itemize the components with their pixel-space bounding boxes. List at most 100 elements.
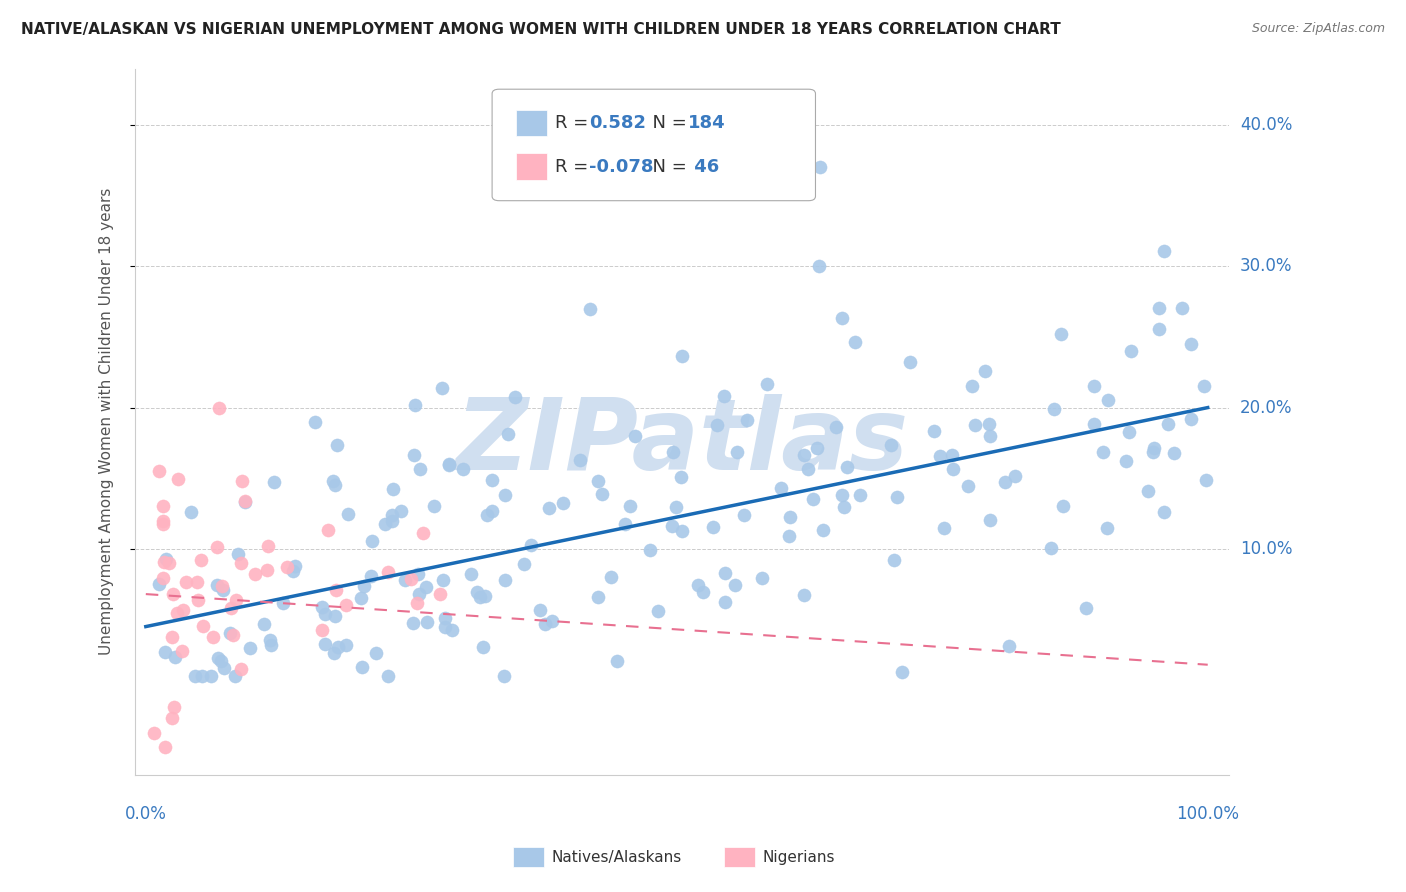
Point (537, 501, 560, 516)
Point (377, 669, 399, 683)
Point (960, 378, 983, 392)
Point (638, 543, 661, 558)
Point (725, 444, 748, 458)
Point (513, 557, 536, 571)
Point (1171, 301, 1194, 315)
Point (807, 260, 830, 274)
Point (1147, 322, 1170, 336)
Point (325, 583, 347, 598)
Point (416, 615, 439, 630)
Point (187, 593, 209, 607)
Point (259, 632, 281, 647)
Point (337, 507, 360, 521)
Point (148, 464, 170, 478)
Point (963, 417, 986, 432)
Point (471, 640, 494, 654)
Point (170, 644, 193, 658)
Point (377, 566, 399, 580)
Point (1192, 379, 1215, 393)
Point (606, 654, 628, 668)
Point (281, 564, 304, 578)
Point (180, 505, 202, 519)
Point (311, 624, 333, 638)
Point (568, 452, 591, 467)
Point (825, 420, 848, 434)
Point (394, 573, 416, 587)
Point (276, 560, 298, 574)
Text: 20.0%: 20.0% (1240, 399, 1292, 417)
Point (1142, 442, 1164, 456)
Point (174, 574, 197, 589)
Point (148, 576, 170, 591)
Point (219, 600, 242, 615)
Point (350, 591, 373, 605)
Point (671, 349, 693, 363)
Point (529, 603, 551, 617)
Point (922, 424, 945, 438)
Point (172, 603, 194, 617)
Point (408, 587, 430, 601)
Text: 30.0%: 30.0% (1240, 257, 1292, 276)
Point (1115, 454, 1137, 468)
Point (979, 429, 1001, 443)
Point (898, 355, 921, 369)
Point (191, 669, 214, 683)
Point (669, 469, 692, 483)
Point (779, 509, 801, 524)
Point (591, 486, 613, 500)
Point (974, 364, 997, 378)
Point (263, 475, 285, 489)
Point (941, 448, 963, 462)
Point (233, 494, 256, 508)
Point (957, 478, 980, 492)
Point (153, 555, 176, 569)
Point (880, 438, 903, 452)
Point (360, 533, 382, 548)
Point (751, 571, 773, 585)
Point (437, 457, 460, 471)
Point (1195, 473, 1218, 487)
Point (578, 301, 600, 316)
Point (494, 573, 516, 587)
Point (153, 739, 176, 754)
Point (409, 462, 432, 476)
Point (613, 516, 636, 531)
Point (1083, 379, 1105, 393)
Text: Source: ZipAtlas.com: Source: ZipAtlas.com (1251, 22, 1385, 36)
Point (460, 566, 482, 581)
Point (832, 500, 855, 514)
Point (212, 661, 235, 675)
Point (796, 462, 818, 476)
Point (1097, 521, 1119, 535)
Point (1091, 444, 1114, 458)
Point (323, 478, 346, 492)
Point (323, 647, 346, 661)
Text: R =: R = (555, 158, 595, 176)
Point (430, 380, 453, 394)
Point (886, 490, 908, 504)
Point (1136, 483, 1159, 498)
Point (468, 590, 491, 604)
Point (316, 523, 339, 537)
Point (152, 571, 174, 585)
Text: N =: N = (641, 158, 693, 176)
Point (224, 669, 246, 683)
Point (1163, 446, 1185, 460)
Point (451, 461, 474, 475)
Point (619, 499, 641, 513)
Point (1180, 336, 1202, 351)
Point (979, 513, 1001, 527)
Point (201, 630, 224, 644)
Point (1042, 401, 1064, 416)
Point (322, 475, 344, 489)
Text: 46: 46 (688, 158, 718, 176)
Point (793, 449, 815, 463)
Text: 100.0%: 100.0% (1177, 805, 1239, 823)
Point (808, 161, 831, 175)
Text: 40.0%: 40.0% (1240, 116, 1292, 134)
Point (586, 590, 609, 604)
Point (253, 617, 276, 632)
Point (200, 669, 222, 683)
Point (165, 650, 187, 665)
Text: R =: R = (555, 114, 600, 132)
